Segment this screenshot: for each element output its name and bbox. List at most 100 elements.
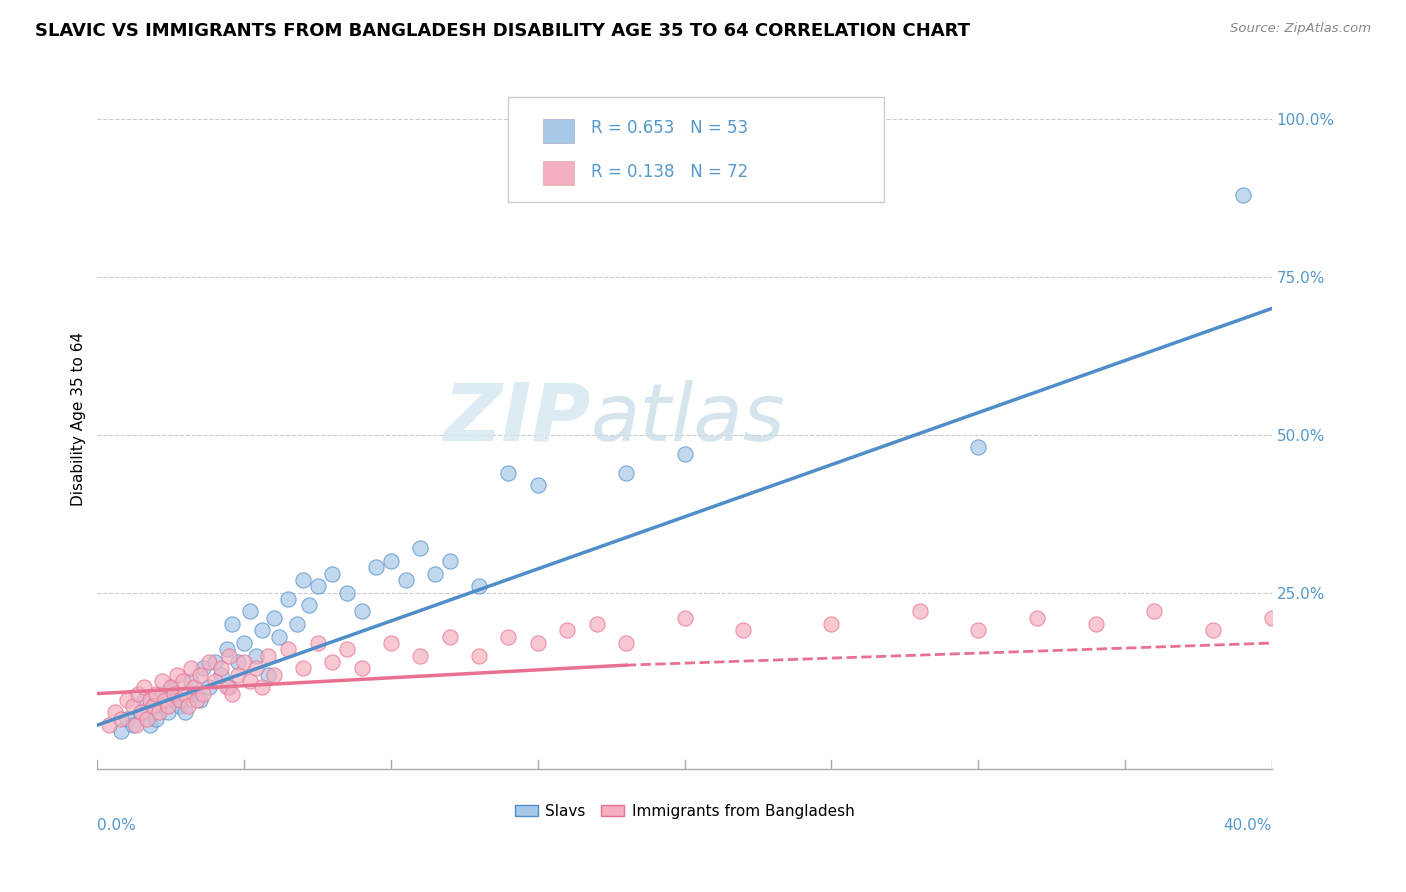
Point	[163, 687, 186, 701]
Point	[215, 680, 238, 694]
Point	[218, 680, 240, 694]
Point	[277, 591, 299, 606]
Point	[336, 585, 359, 599]
Point	[239, 605, 262, 619]
Point	[134, 693, 156, 707]
Point	[307, 579, 329, 593]
Point	[277, 642, 299, 657]
Point	[98, 718, 121, 732]
Point	[673, 447, 696, 461]
Point	[336, 642, 359, 657]
Point	[136, 712, 159, 726]
Text: 0.0%: 0.0%	[97, 818, 136, 833]
Point	[226, 667, 249, 681]
Point	[614, 466, 637, 480]
Text: R = 0.653   N = 53: R = 0.653 N = 53	[591, 120, 748, 137]
Point	[169, 699, 191, 714]
Point	[1026, 611, 1049, 625]
Point	[115, 693, 138, 707]
Point	[395, 573, 418, 587]
Point	[555, 624, 578, 638]
Point	[820, 617, 842, 632]
Point	[1202, 624, 1225, 638]
Point	[245, 648, 267, 663]
Point	[1084, 617, 1107, 632]
Point	[142, 699, 165, 714]
Point	[159, 680, 181, 694]
Point	[366, 560, 388, 574]
Point	[188, 667, 211, 681]
Point	[263, 667, 285, 681]
Point	[204, 655, 226, 669]
Point	[145, 687, 167, 701]
Point	[131, 706, 153, 720]
Point	[156, 706, 179, 720]
Point	[177, 699, 200, 714]
Point	[239, 673, 262, 688]
Point	[226, 655, 249, 669]
Point	[180, 661, 202, 675]
Point	[191, 687, 214, 701]
Point	[172, 673, 194, 688]
Point	[233, 636, 256, 650]
Point	[380, 636, 402, 650]
Y-axis label: Disability Age 35 to 64: Disability Age 35 to 64	[72, 332, 86, 506]
Point	[380, 554, 402, 568]
Point	[498, 466, 520, 480]
Point	[150, 687, 173, 701]
Point	[614, 636, 637, 650]
Point	[166, 667, 188, 681]
Point	[527, 478, 550, 492]
Point	[145, 712, 167, 726]
Point	[191, 661, 214, 675]
Point	[215, 642, 238, 657]
Point	[1261, 611, 1284, 625]
Point	[350, 605, 373, 619]
Point	[127, 687, 149, 701]
Point	[150, 673, 173, 688]
Point	[468, 648, 491, 663]
FancyBboxPatch shape	[509, 96, 884, 202]
Point	[1319, 617, 1341, 632]
Point	[498, 630, 520, 644]
Text: atlas: atlas	[591, 380, 786, 458]
Point	[285, 617, 308, 632]
Point	[439, 554, 461, 568]
Point	[180, 673, 202, 688]
Point	[209, 661, 232, 675]
FancyBboxPatch shape	[543, 161, 574, 185]
Text: ZIP: ZIP	[443, 380, 591, 458]
FancyBboxPatch shape	[543, 119, 574, 143]
Point	[188, 693, 211, 707]
Point	[174, 706, 197, 720]
Point	[967, 440, 990, 454]
Point	[1232, 187, 1254, 202]
Point	[733, 624, 755, 638]
Point	[104, 706, 127, 720]
Point	[142, 699, 165, 714]
Point	[908, 605, 931, 619]
Point	[153, 693, 176, 707]
Point	[174, 687, 197, 701]
Point	[298, 598, 321, 612]
Point	[256, 648, 278, 663]
Point	[198, 680, 221, 694]
Point	[183, 687, 205, 701]
Point	[115, 712, 138, 726]
Point	[186, 693, 208, 707]
Point	[163, 693, 186, 707]
Point	[321, 566, 343, 581]
Point	[198, 655, 221, 669]
Point	[585, 617, 607, 632]
Point	[245, 661, 267, 675]
Point	[110, 724, 132, 739]
Point	[263, 611, 285, 625]
Point	[269, 630, 291, 644]
Point	[350, 661, 373, 675]
Point	[1143, 605, 1166, 619]
Point	[673, 611, 696, 625]
Point	[110, 712, 132, 726]
Point	[169, 693, 191, 707]
Point	[409, 541, 432, 556]
Point	[134, 680, 156, 694]
